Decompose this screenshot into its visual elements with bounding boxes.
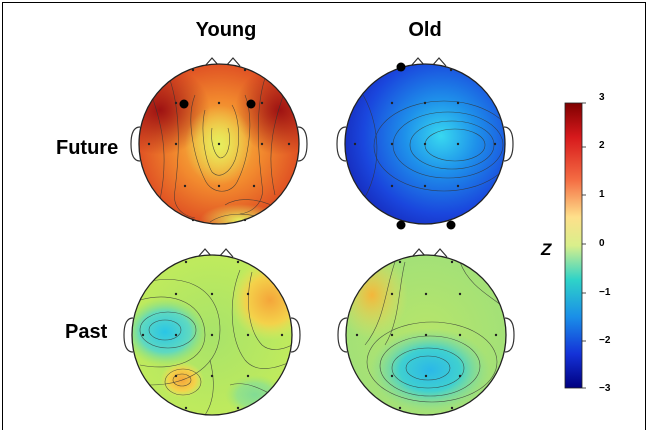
significant-electrode-marker bbox=[396, 220, 406, 230]
nose-icon bbox=[197, 248, 234, 258]
ear-right-icon bbox=[504, 317, 515, 353]
colorbar-tick-label: 0 bbox=[599, 238, 605, 249]
electrode-dots-young-past bbox=[141, 260, 284, 410]
nose-icon bbox=[410, 57, 447, 67]
head-outline-young-past bbox=[131, 254, 293, 416]
topomap-old-past bbox=[337, 248, 515, 416]
ear-left-icon bbox=[336, 126, 347, 162]
row-title-past: Past bbox=[65, 321, 108, 343]
ear-left-icon bbox=[130, 126, 141, 162]
colorbar-tick-label: −2 bbox=[599, 335, 611, 346]
colorbar-tick-label: 1 bbox=[599, 189, 605, 200]
ear-right-icon bbox=[290, 317, 301, 353]
topomap-old-future bbox=[336, 57, 514, 230]
colorbar-tick-label: −1 bbox=[599, 287, 611, 298]
head-outline-old-future bbox=[344, 63, 506, 225]
significant-electrode-marker bbox=[179, 99, 189, 109]
colorbar-tick-marks bbox=[582, 102, 586, 389]
ear-left-icon bbox=[337, 317, 348, 353]
colorbar-tick-label: 3 bbox=[599, 92, 605, 103]
column-title-old: Old bbox=[408, 19, 442, 41]
figure-frame bbox=[2, 2, 646, 430]
electrode-dots-young-future bbox=[147, 68, 291, 222]
colorbar-axis-label: Z bbox=[541, 240, 552, 259]
ear-left-icon bbox=[123, 317, 134, 353]
nose-icon bbox=[204, 57, 241, 67]
colorbar-tick-label: 2 bbox=[599, 140, 605, 151]
topomap-young-past bbox=[123, 248, 301, 416]
colorbar bbox=[564, 102, 586, 389]
row-title-future: Future bbox=[56, 137, 119, 159]
ear-right-icon bbox=[297, 126, 308, 162]
head-outline-old-past bbox=[345, 254, 507, 416]
significant-electrode-marker bbox=[396, 62, 406, 72]
colorbar-tick-label: −3 bbox=[599, 383, 611, 394]
electrode-dots-old-past bbox=[355, 260, 498, 410]
ear-right-icon bbox=[503, 126, 514, 162]
significant-electrode-marker bbox=[446, 220, 456, 230]
electrode-dots-old-future bbox=[353, 68, 497, 188]
significant-electrode-marker bbox=[246, 99, 256, 109]
topomap-young-future bbox=[130, 57, 308, 225]
nose-icon bbox=[411, 248, 448, 258]
column-title-young: Young bbox=[195, 19, 257, 41]
head-outline-young-future bbox=[138, 63, 300, 225]
